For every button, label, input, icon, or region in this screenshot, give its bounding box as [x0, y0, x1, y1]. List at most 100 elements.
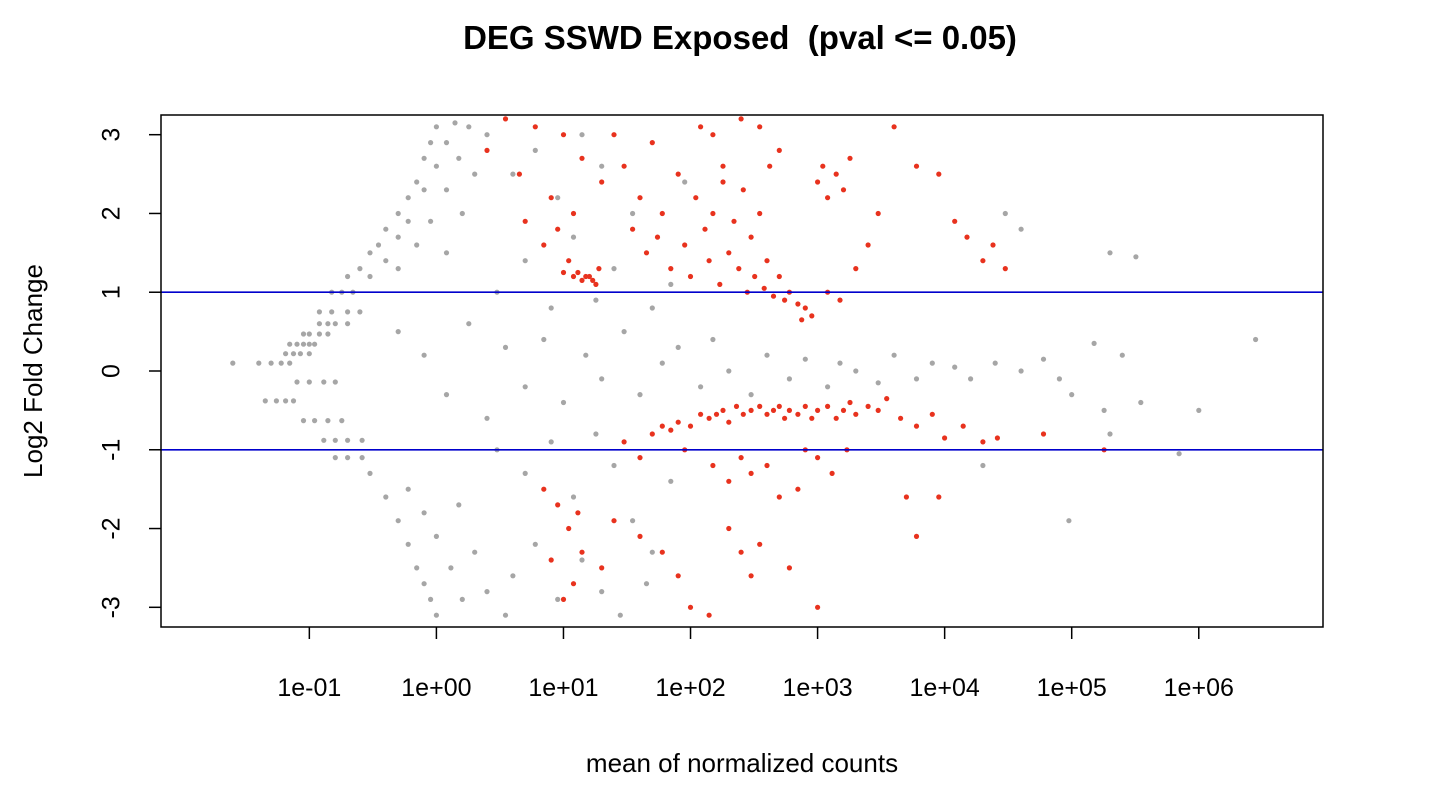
point: [332, 437, 338, 443]
point: [611, 266, 617, 272]
x-tick-label: 1e+02: [655, 674, 725, 702]
point: [405, 486, 411, 492]
point: [593, 431, 599, 437]
significant-point: [726, 250, 732, 256]
point: [433, 163, 439, 169]
significant-point: [668, 266, 674, 272]
point: [357, 266, 363, 272]
point: [312, 341, 318, 347]
y-tick-label: -2: [98, 517, 126, 539]
significant-point: [795, 411, 801, 417]
point: [1091, 340, 1097, 346]
significant-point: [952, 218, 958, 224]
point: [325, 418, 331, 424]
significant-point: [994, 435, 1001, 441]
point: [992, 360, 998, 366]
significant-point: [875, 407, 881, 413]
point: [443, 392, 450, 398]
significant-point: [748, 234, 754, 240]
y-tick-label: 0: [98, 364, 126, 378]
significant-point: [825, 195, 831, 201]
point: [570, 234, 577, 240]
point: [448, 565, 454, 571]
point: [802, 356, 808, 362]
point: [278, 360, 284, 366]
significant-point: [596, 266, 602, 272]
point: [325, 331, 331, 337]
y-tick-label: -3: [98, 596, 126, 618]
significant-point: [675, 171, 681, 177]
point: [875, 380, 881, 386]
point: [484, 589, 490, 595]
significant-point: [726, 419, 732, 425]
significant-point: [698, 124, 704, 130]
point: [433, 533, 439, 540]
point: [837, 360, 843, 366]
point: [273, 398, 279, 404]
point: [1066, 518, 1072, 524]
point: [649, 549, 655, 555]
point: [339, 418, 345, 424]
x-tick-label: 1e+04: [910, 674, 980, 702]
x-tick-label: 1e+03: [782, 674, 852, 702]
significant-point: [770, 293, 777, 299]
point: [433, 124, 439, 130]
significant-point: [942, 435, 948, 441]
significant-point: [960, 423, 966, 429]
point: [952, 364, 958, 370]
point: [332, 455, 338, 461]
point: [649, 305, 655, 311]
significant-point: [522, 218, 528, 224]
significant-point: [740, 411, 746, 417]
point: [359, 455, 365, 461]
x-tick-label: 1e+00: [401, 674, 471, 702]
point: [294, 379, 300, 385]
point: [555, 596, 561, 603]
significant-point: [659, 423, 665, 429]
point: [383, 226, 389, 232]
significant-point: [802, 403, 808, 409]
point: [395, 234, 401, 240]
significant-point: [583, 273, 589, 280]
point: [548, 439, 554, 445]
significant-point: [590, 277, 596, 283]
point: [300, 331, 307, 337]
point: [345, 437, 351, 443]
point: [1107, 431, 1113, 437]
significant-point: [720, 407, 726, 413]
point: [414, 565, 420, 571]
point: [522, 258, 528, 264]
point: [1101, 407, 1107, 413]
significant-point: [740, 187, 746, 193]
point: [287, 360, 293, 366]
point: [560, 399, 567, 406]
point: [522, 470, 528, 476]
y-axis: 3 2 1 0 -1 -2 -3: [98, 128, 161, 618]
significant-point: [659, 549, 665, 555]
significant-point: [541, 486, 547, 492]
significant-point: [786, 407, 793, 413]
significant-point: [815, 604, 821, 610]
point: [316, 321, 322, 327]
significant-point: [555, 502, 561, 508]
significant-point: [815, 455, 821, 461]
significant-point: [903, 494, 910, 500]
significant-point: [621, 163, 627, 169]
point: [579, 132, 585, 138]
point: [452, 120, 458, 126]
x-axis: 1e-01 1e+00 1e+01 1e+02 1e+03 1e+04 1e+05 1e+06: [277, 627, 1234, 702]
point: [395, 210, 401, 217]
significant-point: [865, 403, 871, 409]
significant-point: [702, 226, 708, 232]
point: [510, 171, 516, 177]
significant-point: [717, 281, 723, 287]
significant-point: [733, 403, 740, 409]
point: [367, 273, 373, 280]
significant-point: [611, 518, 617, 524]
point: [1196, 407, 1202, 413]
point: [316, 331, 322, 337]
significant-point: [668, 427, 674, 433]
point: [287, 341, 293, 347]
point: [459, 210, 465, 217]
significant-point: [637, 533, 643, 540]
